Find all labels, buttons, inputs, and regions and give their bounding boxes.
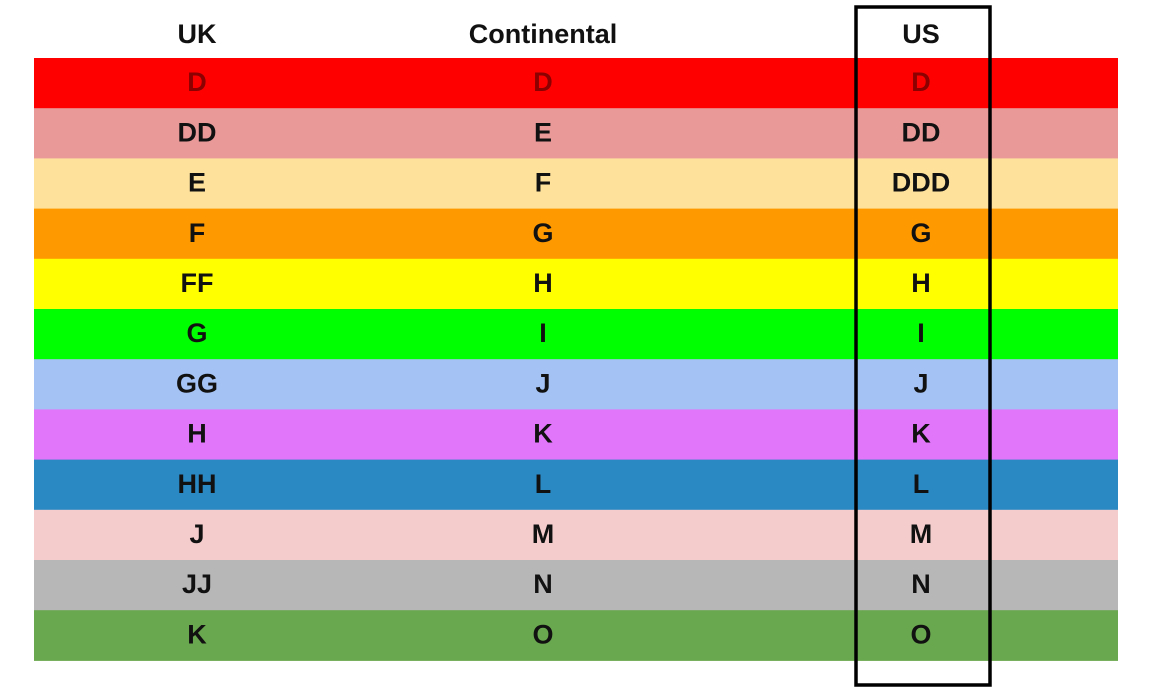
- cell: N: [911, 569, 931, 599]
- row-band: [34, 309, 1118, 360]
- row-band: [34, 258, 1118, 310]
- cell: J: [189, 519, 204, 549]
- cell: J: [535, 368, 550, 398]
- cell: JJ: [182, 569, 212, 599]
- cell: I: [539, 318, 547, 348]
- cell: L: [535, 469, 552, 499]
- row-band: [34, 459, 1118, 511]
- column-header: US: [902, 19, 940, 49]
- row-band: [34, 610, 1118, 661]
- us-column-highlight: [854, 5, 992, 687]
- cell: F: [189, 218, 206, 248]
- cell: O: [532, 619, 553, 649]
- cell: E: [534, 117, 552, 147]
- row-band: [34, 108, 1118, 159]
- cell: DD: [178, 117, 217, 147]
- cell: G: [910, 218, 931, 248]
- cell: F: [535, 168, 552, 198]
- row-band: [34, 158, 1118, 210]
- column-header: Continental: [469, 19, 618, 49]
- cell: DDD: [892, 168, 951, 198]
- cell: H: [533, 268, 553, 298]
- cell: DD: [902, 117, 941, 147]
- cell: K: [187, 619, 207, 649]
- column-header: UK: [178, 19, 217, 49]
- cell: O: [910, 619, 931, 649]
- cell: D: [187, 67, 207, 97]
- row-band: [34, 409, 1118, 461]
- cell: FF: [181, 268, 214, 298]
- cell: M: [910, 519, 933, 549]
- row-band: [34, 208, 1118, 260]
- cell: K: [911, 419, 931, 449]
- cell: GG: [176, 368, 218, 398]
- cell: J: [913, 368, 928, 398]
- cell: I: [917, 318, 925, 348]
- row-band: [34, 58, 1118, 109]
- cell: D: [911, 67, 931, 97]
- row-band: [34, 509, 1118, 561]
- row-band: [34, 560, 1118, 611]
- cell: HH: [178, 469, 217, 499]
- cell: H: [187, 419, 207, 449]
- cell: D: [533, 67, 553, 97]
- cell: G: [186, 318, 207, 348]
- cell: M: [532, 519, 555, 549]
- cell: E: [188, 168, 206, 198]
- cell: G: [532, 218, 553, 248]
- cell: N: [533, 569, 553, 599]
- cell: L: [913, 469, 930, 499]
- cell: H: [911, 268, 931, 298]
- cell: K: [533, 419, 553, 449]
- row-band: [34, 359, 1118, 410]
